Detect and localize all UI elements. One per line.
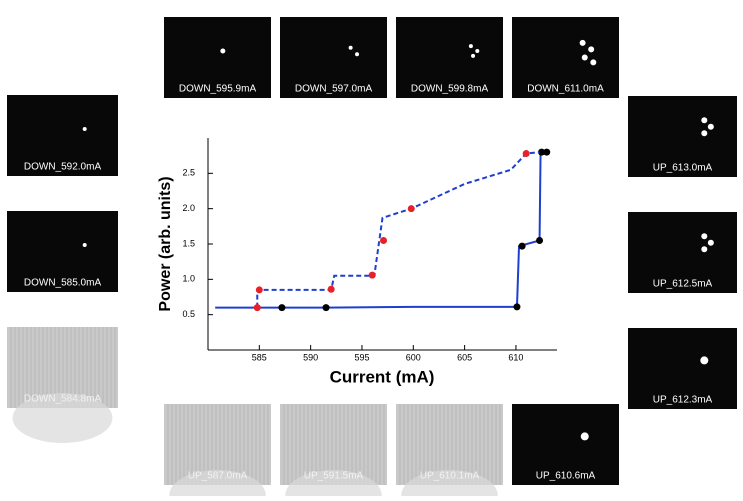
x-tick-label: 610 (508, 352, 523, 362)
tile-spot (581, 54, 588, 61)
tile-spot (348, 45, 353, 50)
tile-label: DOWN_584.8mA (24, 394, 102, 405)
tile-spot (590, 59, 597, 66)
tile-label: UP_587.0mA (188, 471, 248, 482)
tile-spot (701, 233, 708, 240)
data-point (543, 148, 551, 156)
image-tile: UP_612.3mA (628, 328, 737, 409)
tile-spot (82, 127, 87, 132)
tile-spot (701, 117, 708, 124)
tile-label: UP_613.0mA (653, 163, 713, 174)
tile-background (628, 212, 737, 293)
x-tick-label: 595 (354, 352, 369, 362)
tile-label: DOWN_597.0mA (295, 84, 373, 95)
image-tile: DOWN_585.0mA (7, 211, 118, 292)
tile-spot (468, 44, 473, 49)
tile-spot (707, 123, 714, 130)
image-tile: DOWN_584.8mA (7, 327, 118, 443)
tile-spot (701, 130, 708, 137)
x-tick-label: 600 (406, 352, 421, 362)
image-tile: UP_610.6mA (512, 404, 619, 485)
tile-background (512, 404, 619, 485)
y-tick-label: 2.0 (182, 203, 195, 213)
tile-background (512, 17, 619, 98)
data-point (407, 205, 415, 213)
data-point (327, 285, 335, 293)
image-tile: DOWN_597.0mA (280, 17, 387, 98)
y-tick-label: 2.5 (182, 168, 195, 178)
tile-background (628, 96, 737, 177)
data-point (368, 271, 376, 279)
tile-label: UP_591.5mA (304, 471, 364, 482)
tile-spot (355, 52, 360, 57)
tile-spot (701, 246, 708, 253)
data-point (518, 242, 526, 250)
tile-spot (579, 39, 586, 46)
data-point (278, 304, 286, 312)
data-point (522, 150, 530, 158)
image-tile: UP_587.0mA (164, 404, 271, 501)
image-tile: UP_613.0mA (628, 96, 737, 177)
data-point (380, 236, 388, 244)
y-tick-label: 1.0 (182, 274, 195, 284)
tile-label: DOWN_592.0mA (24, 162, 102, 173)
x-tick-label: 590 (303, 352, 318, 362)
data-point (538, 148, 546, 156)
data-point (322, 304, 330, 312)
tile-spot (220, 48, 226, 54)
data-point (255, 286, 263, 294)
tile-label: DOWN_599.8mA (411, 84, 489, 95)
data-point (513, 303, 521, 311)
image-tile: DOWN_599.8mA (396, 17, 503, 98)
tile-spot (588, 46, 595, 53)
tile-label: DOWN_611.0mA (527, 84, 604, 95)
tile-spot (82, 243, 87, 248)
tile-label: UP_610.6mA (536, 471, 596, 482)
tile-spot (707, 239, 714, 246)
image-tile: DOWN_611.0mA (512, 17, 619, 98)
y-axis-label: Power (arb. units) (157, 176, 174, 311)
tile-background (280, 17, 387, 98)
tile-background (7, 211, 118, 292)
data-point (536, 236, 544, 244)
series-line (256, 151, 540, 308)
tile-background (7, 95, 118, 176)
tile-background (396, 17, 503, 98)
tile-spot (475, 49, 480, 54)
image-tile: UP_591.5mA (280, 404, 387, 501)
tile-spot (471, 53, 476, 58)
tile-label: UP_612.5mA (653, 279, 713, 290)
tile-spot (580, 432, 589, 441)
tile-background (628, 328, 737, 409)
tile-glow (401, 470, 498, 501)
tile-glow (285, 470, 382, 501)
tile-spot (700, 356, 709, 365)
tile-glow (169, 470, 266, 501)
tile-label: DOWN_585.0mA (24, 278, 102, 289)
image-tile: UP_612.5mA (628, 212, 737, 293)
image-tile: UP_610.1mA (396, 404, 503, 501)
image-tile: DOWN_595.9mA (164, 17, 271, 98)
x-axis-label: Current (mA) (330, 367, 435, 386)
data-point (253, 304, 261, 312)
tile-label: UP_612.3mA (653, 395, 713, 406)
tile-label: DOWN_595.9mA (179, 84, 257, 95)
x-tick-label: 605 (457, 352, 472, 362)
plot-area (208, 138, 557, 350)
tile-label: UP_610.1mA (420, 471, 480, 482)
y-tick-label: 1.5 (182, 238, 195, 248)
tile-background (164, 17, 271, 98)
image-tile: DOWN_592.0mA (7, 95, 118, 176)
tile-glow (12, 393, 113, 443)
y-tick-label: 0.5 (182, 309, 195, 319)
x-tick-label: 585 (252, 352, 267, 362)
